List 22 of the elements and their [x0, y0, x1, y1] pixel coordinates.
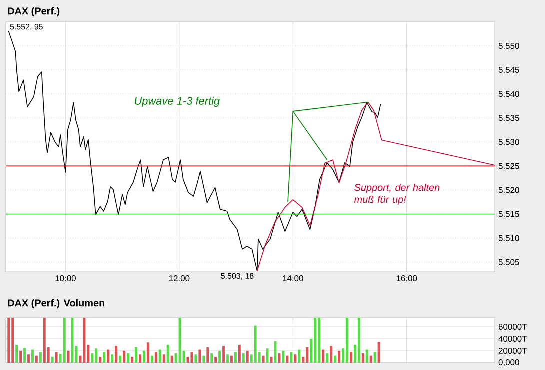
- y-tick-label: 5.510: [498, 235, 520, 242]
- y-tick-label: 5.540: [498, 91, 520, 98]
- y-tick-label: 5.525: [498, 163, 520, 170]
- x-tick-label: 10:00: [56, 276, 76, 282]
- y-tick-label: 5.530: [498, 139, 520, 146]
- x-tick-label: 12:00: [169, 276, 190, 282]
- annotation: Support, der halten muß für up!: [354, 184, 440, 206]
- y-tick-label: 5.535: [498, 115, 520, 122]
- y-tick-label: 5.545: [498, 67, 520, 74]
- y-tick-label: 0,000: [498, 360, 520, 366]
- y-tick-label: 5.515: [498, 211, 520, 218]
- x-tick-label: 14:00: [283, 276, 304, 282]
- y-tick-label: 60000T: [498, 324, 528, 330]
- x-tick-label: 16:00: [396, 276, 418, 282]
- y-tick-label: 5.505: [498, 259, 520, 266]
- y-tick-label: 5.550: [498, 43, 520, 50]
- chart-title: DAX (Perf.): [8, 7, 60, 17]
- y-tick-label: 40000T: [498, 336, 528, 342]
- y-tick-label: 5.520: [498, 187, 520, 194]
- chart-title: DAX (Perf.) Volumen: [8, 299, 105, 309]
- annotation: Upwave 1-3 fertig: [135, 96, 220, 108]
- y-tick-label: 20000T: [498, 348, 528, 354]
